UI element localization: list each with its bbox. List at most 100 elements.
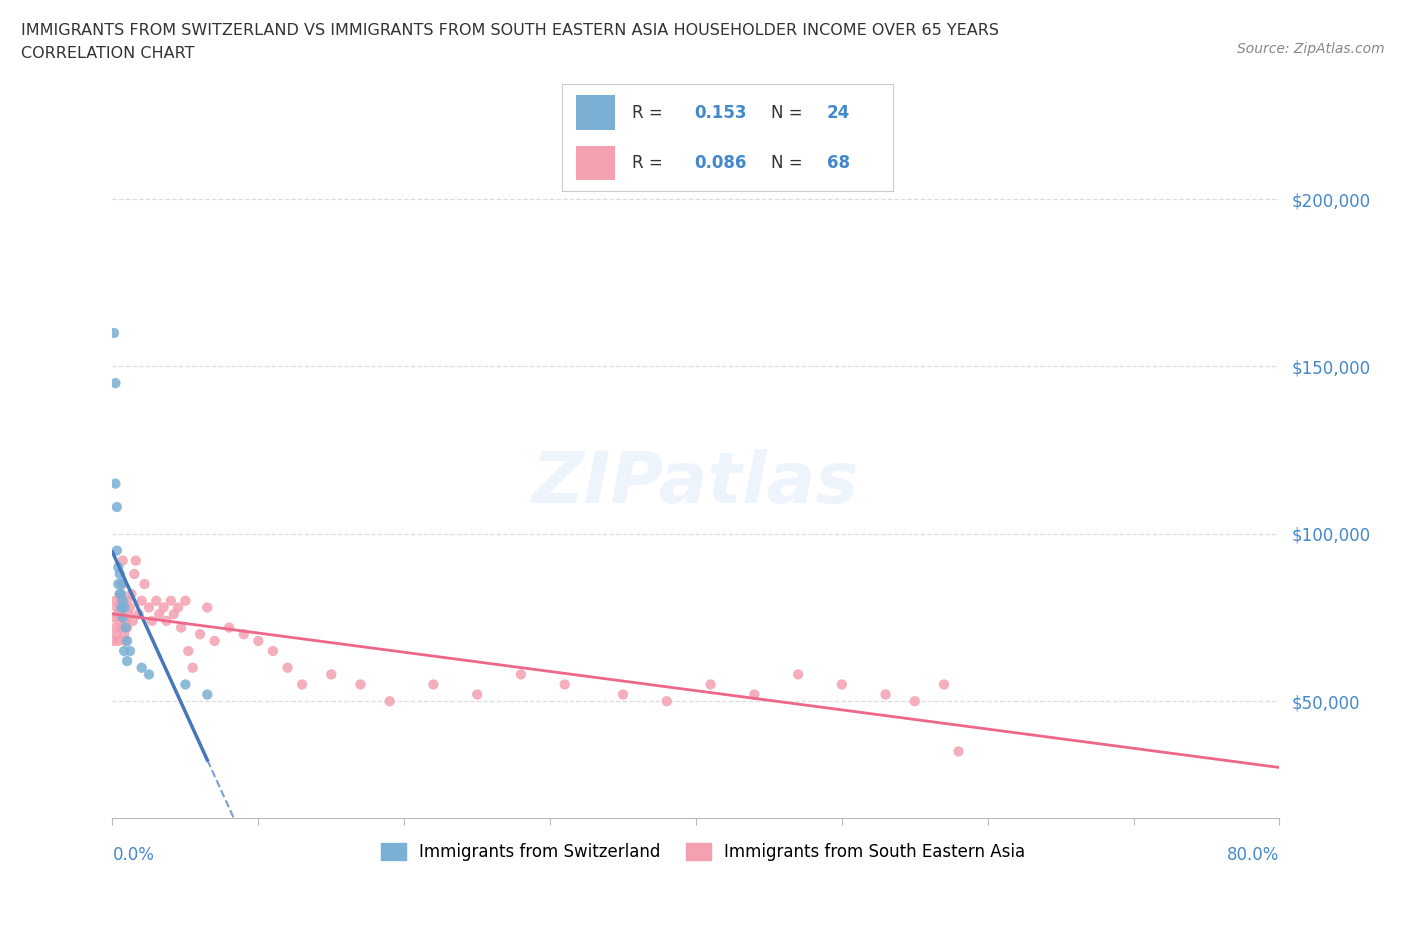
Text: IMMIGRANTS FROM SWITZERLAND VS IMMIGRANTS FROM SOUTH EASTERN ASIA HOUSEHOLDER IN: IMMIGRANTS FROM SWITZERLAND VS IMMIGRANT… — [21, 23, 1000, 38]
Point — [232, 627, 254, 642]
Point — [105, 600, 128, 615]
Point — [114, 633, 136, 648]
Point — [148, 606, 170, 621]
Point — [276, 660, 298, 675]
Point — [110, 577, 132, 591]
Point — [115, 593, 138, 608]
Point — [104, 593, 127, 608]
Point — [160, 593, 183, 608]
Point — [948, 744, 970, 759]
Point — [112, 600, 135, 615]
Point — [107, 633, 129, 648]
Text: 68: 68 — [827, 153, 849, 172]
Point — [108, 587, 131, 602]
Point — [108, 566, 131, 581]
Point — [107, 606, 129, 621]
Point — [699, 677, 721, 692]
Point — [181, 660, 204, 675]
Point — [111, 577, 134, 591]
Point — [167, 600, 190, 615]
Point — [141, 614, 163, 629]
Point — [554, 677, 576, 692]
Point — [195, 687, 218, 702]
Point — [111, 593, 134, 608]
Point — [321, 667, 343, 682]
Point — [612, 687, 634, 702]
Point — [104, 620, 127, 635]
Point — [138, 667, 160, 682]
Point — [195, 600, 218, 615]
Point — [124, 566, 146, 581]
Text: 24: 24 — [827, 103, 851, 122]
Point — [125, 553, 148, 568]
Text: R =: R = — [631, 103, 668, 122]
Point — [110, 600, 132, 615]
Point — [111, 553, 134, 568]
Point — [104, 376, 127, 391]
Point — [112, 644, 135, 658]
Text: 0.153: 0.153 — [695, 103, 747, 122]
Point — [120, 587, 142, 602]
Point — [904, 694, 927, 709]
Point — [103, 610, 125, 625]
Point — [742, 687, 765, 702]
Point — [104, 476, 127, 491]
Point — [117, 606, 139, 621]
Point — [163, 606, 186, 621]
Point — [103, 633, 125, 648]
Point — [110, 593, 132, 608]
Point — [291, 677, 314, 692]
Point — [204, 633, 226, 648]
Point — [378, 694, 401, 709]
Point — [247, 633, 270, 648]
Point — [138, 600, 160, 615]
Point — [875, 687, 897, 702]
Text: N =: N = — [770, 103, 807, 122]
Point — [118, 600, 141, 615]
Point — [111, 610, 134, 625]
Legend: Immigrants from Switzerland, Immigrants from South Eastern Asia: Immigrants from Switzerland, Immigrants … — [374, 836, 1032, 868]
Point — [112, 600, 135, 615]
FancyBboxPatch shape — [575, 96, 616, 129]
Point — [174, 677, 197, 692]
Point — [465, 687, 488, 702]
Point — [108, 614, 131, 629]
Point — [787, 667, 810, 682]
Point — [107, 560, 129, 575]
Point — [115, 654, 138, 669]
Text: 80.0%: 80.0% — [1227, 846, 1279, 864]
Point — [218, 620, 240, 635]
Point — [103, 326, 125, 340]
Point — [112, 627, 135, 642]
Point — [262, 644, 284, 658]
Point — [105, 543, 128, 558]
Point — [655, 694, 678, 709]
Point — [145, 593, 167, 608]
Text: R =: R = — [631, 153, 668, 172]
Point — [134, 577, 156, 591]
Text: Source: ZipAtlas.com: Source: ZipAtlas.com — [1237, 42, 1385, 56]
Point — [188, 627, 211, 642]
Point — [349, 677, 371, 692]
Point — [118, 644, 141, 658]
Point — [114, 620, 136, 635]
Point — [115, 620, 138, 635]
Point — [131, 593, 153, 608]
FancyBboxPatch shape — [575, 146, 616, 180]
Text: N =: N = — [770, 153, 807, 172]
Point — [122, 614, 145, 629]
Point — [105, 499, 128, 514]
Point — [422, 677, 444, 692]
Point — [108, 587, 131, 602]
Point — [932, 677, 955, 692]
Point — [110, 587, 132, 602]
Text: ZIPatlas: ZIPatlas — [533, 449, 859, 518]
Point — [170, 620, 193, 635]
Point — [509, 667, 531, 682]
Point — [131, 660, 153, 675]
Point — [105, 627, 128, 642]
Point — [155, 614, 177, 629]
Point — [114, 614, 136, 629]
Point — [107, 577, 129, 591]
Text: CORRELATION CHART: CORRELATION CHART — [21, 46, 194, 61]
